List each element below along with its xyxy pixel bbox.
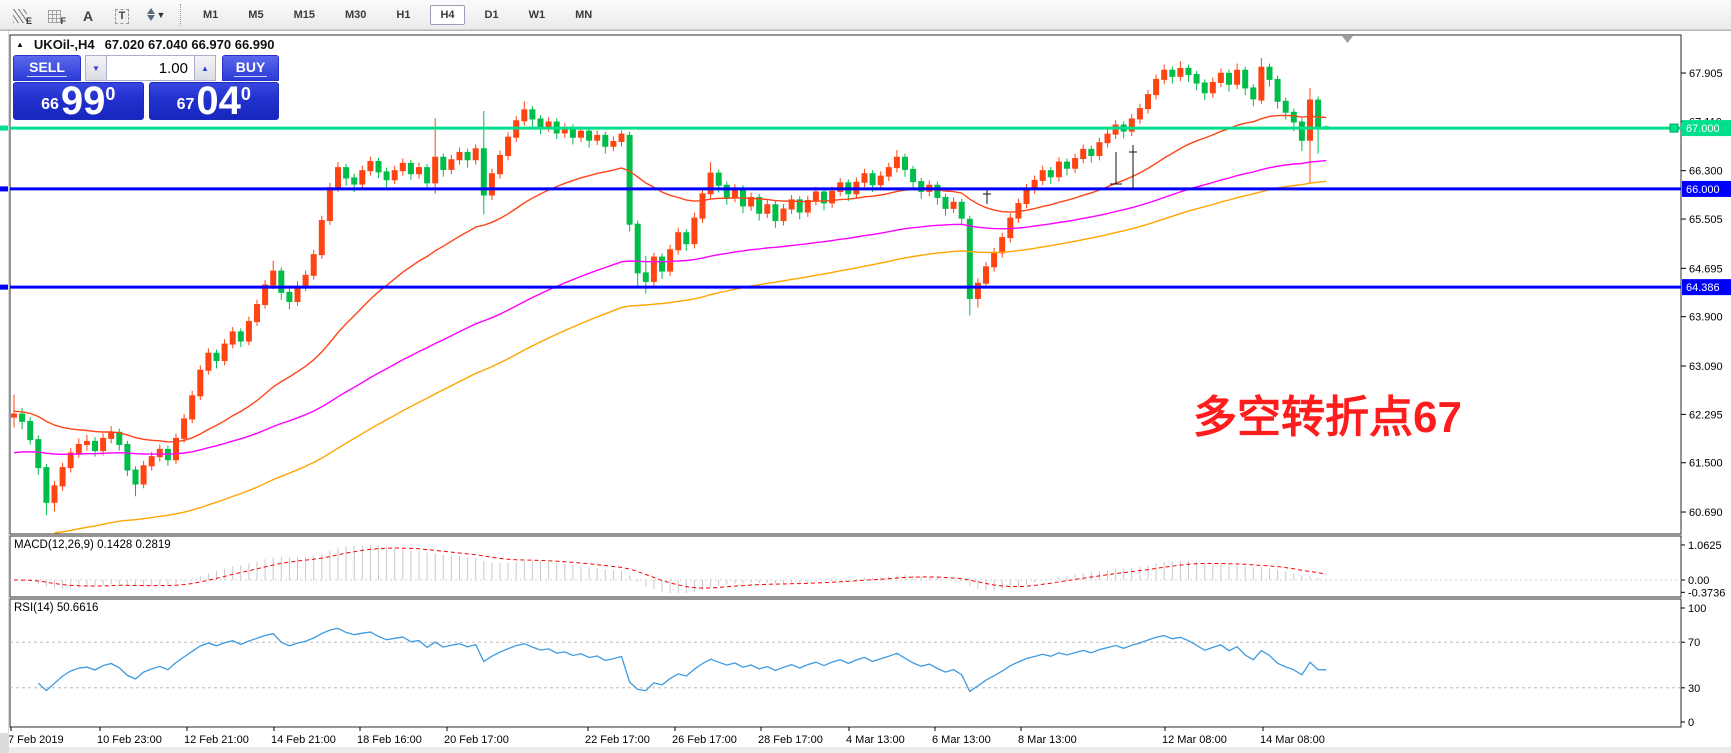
tab-m15[interactable]: M15: [293, 8, 315, 21]
grid-icon-sub: F: [60, 15, 67, 26]
svg-text:12 Feb 21:00: 12 Feb 21:00: [184, 734, 249, 746]
svg-text:12 Mar 08:00: 12 Mar 08:00: [1162, 734, 1227, 746]
volume-increase-button[interactable]: ▲: [194, 55, 216, 81]
chart-title-bar: ▲ UKOil-,H4 67.020 67.040 66.970 66.990: [16, 37, 274, 52]
buy-price-display[interactable]: 67 04 0: [148, 79, 279, 123]
svg-text:61.500: 61.500: [1689, 458, 1723, 470]
svg-text:4 Mar 13:00: 4 Mar 13:00: [846, 734, 905, 746]
sell-price-pip: 0: [105, 84, 116, 104]
tab-m30[interactable]: M30: [344, 8, 367, 21]
svg-text:30: 30: [1688, 683, 1700, 695]
svg-text:20 Feb 17:00: 20 Feb 17:00: [444, 734, 509, 746]
svg-text:28 Feb 17:00: 28 Feb 17:00: [758, 734, 823, 746]
svg-text:65.505: 65.505: [1689, 214, 1723, 226]
stepper-down-icon: ▼: [92, 63, 100, 73]
chevron-down-icon: ▼: [156, 9, 166, 20]
top-toolbar: E F A T ▼ M1 M5 M15 M30 H1 H4 D1 W1 MN: [0, 0, 1731, 30]
ohlc-readout: 67.020 67.040 66.970 66.990: [104, 37, 275, 52]
one-click-trade-panel: SELL ▼ ▲ BUY 66 99 0 67 04 0: [13, 55, 279, 123]
text-label-icon[interactable]: A: [82, 7, 94, 24]
svg-text:14 Feb 21:00: 14 Feb 21:00: [271, 734, 336, 746]
buy-price-big: 04: [196, 79, 241, 123]
indicators-icon[interactable]: E: [8, 4, 32, 26]
tab-h4[interactable]: H4: [430, 4, 465, 25]
tab-mn[interactable]: MN: [575, 8, 593, 21]
arrow-up-icon: [146, 8, 155, 14]
chart-annotation-text: 多空转折点67: [1193, 393, 1462, 442]
tab-m5[interactable]: M5: [248, 8, 264, 21]
svg-text:63.900: 63.900: [1689, 312, 1723, 324]
svg-text:14 Mar 08:00: 14 Mar 08:00: [1260, 734, 1325, 746]
symbol-title: UKOil-,H4: [33, 37, 95, 52]
stepper-up-icon: ▲: [201, 63, 209, 73]
svg-text:64.695: 64.695: [1689, 263, 1723, 275]
tab-d1[interactable]: D1: [484, 8, 499, 21]
tab-w1[interactable]: W1: [528, 8, 546, 21]
svg-text:18 Feb 16:00: 18 Feb 16:00: [357, 734, 422, 746]
svg-text:100: 100: [1688, 603, 1706, 615]
svg-text:6 Mar 13:00: 6 Mar 13:00: [932, 734, 991, 746]
toolbar-separator: [180, 3, 181, 26]
svg-text:22 Feb 17:00: 22 Feb 17:00: [585, 734, 650, 746]
sell-button[interactable]: SELL: [13, 55, 81, 81]
symbols-icon[interactable]: ▼: [144, 4, 168, 26]
volume-decrease-button[interactable]: ▼: [85, 55, 107, 81]
buy-price-handle: 67: [176, 96, 195, 113]
svg-text:66.000: 66.000: [1686, 184, 1720, 196]
svg-text:60.690: 60.690: [1689, 507, 1723, 519]
svg-text:0.00: 0.00: [1688, 575, 1709, 587]
buy-button[interactable]: BUY: [222, 55, 279, 81]
tab-m1[interactable]: M1: [203, 8, 219, 21]
arrow-down-icon: [146, 15, 155, 21]
svg-text:70: 70: [1688, 637, 1700, 649]
svg-text:67.905: 67.905: [1689, 68, 1723, 80]
svg-text:26 Feb 17:00: 26 Feb 17:00: [672, 734, 737, 746]
collapse-icon[interactable]: ▲: [16, 40, 24, 49]
sell-price-display[interactable]: 66 99 0: [13, 79, 144, 123]
svg-text:8 Mar 13:00: 8 Mar 13:00: [1018, 734, 1077, 746]
indicators-icon-sub: E: [25, 15, 32, 26]
svg-text:10 Feb 23:00: 10 Feb 23:00: [97, 734, 162, 746]
svg-text:7 Feb 2019: 7 Feb 2019: [8, 734, 64, 746]
svg-text:1.0625: 1.0625: [1688, 540, 1722, 552]
svg-text:64.386: 64.386: [1686, 282, 1720, 294]
svg-text:66.300: 66.300: [1689, 166, 1723, 178]
svg-text:63.090: 63.090: [1689, 361, 1723, 373]
volume-input[interactable]: [107, 55, 194, 81]
svg-text:67.000: 67.000: [1686, 123, 1720, 135]
rsi-indicator-label: RSI(14) 50.6616: [14, 602, 99, 614]
svg-text:-0.3736: -0.3736: [1688, 587, 1725, 599]
sell-price-handle: 66: [41, 96, 59, 113]
buy-price-pip: 0: [240, 84, 251, 104]
macd-indicator-label: MACD(12,26,9) 0.1428 0.2819: [14, 539, 171, 551]
grid-icon[interactable]: F: [42, 4, 66, 26]
text-box-icon[interactable]: T: [110, 4, 134, 26]
tab-h1[interactable]: H1: [396, 8, 411, 21]
svg-text:62.295: 62.295: [1689, 409, 1723, 421]
svg-text:0: 0: [1688, 717, 1694, 729]
sell-price-big: 99: [60, 79, 106, 123]
